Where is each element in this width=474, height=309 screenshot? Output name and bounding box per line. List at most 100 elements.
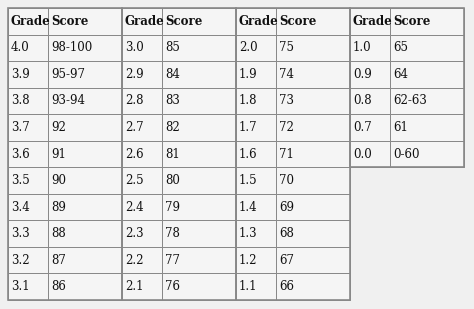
Bar	[350, 141, 390, 167]
Text: 61: 61	[393, 121, 408, 134]
Text: Grade: Grade	[125, 15, 165, 28]
Bar	[162, 220, 236, 247]
Text: 71: 71	[279, 147, 294, 160]
Text: 85: 85	[165, 41, 180, 54]
Text: 69: 69	[279, 201, 294, 214]
Text: 90: 90	[51, 174, 66, 187]
Text: 67: 67	[279, 254, 294, 267]
Text: 62-63: 62-63	[393, 95, 427, 108]
Bar	[122, 61, 162, 88]
Bar	[276, 273, 350, 300]
Text: Grade: Grade	[11, 15, 51, 28]
Bar	[122, 141, 162, 167]
Text: 3.0: 3.0	[125, 41, 144, 54]
Text: 4.0: 4.0	[11, 41, 30, 54]
Text: 0.8: 0.8	[353, 95, 372, 108]
Bar	[162, 35, 236, 61]
Text: 77: 77	[165, 254, 180, 267]
Text: 3.8: 3.8	[11, 95, 29, 108]
Bar	[350, 61, 390, 88]
Bar	[350, 8, 390, 35]
Bar	[122, 194, 162, 220]
Text: 91: 91	[51, 147, 66, 160]
Text: Score: Score	[393, 15, 430, 28]
Bar	[276, 88, 350, 114]
Text: 83: 83	[165, 95, 180, 108]
Bar	[122, 247, 162, 273]
Bar	[236, 114, 276, 141]
Bar	[276, 220, 350, 247]
Bar	[236, 35, 276, 61]
Bar	[48, 8, 122, 35]
Text: 3.9: 3.9	[11, 68, 30, 81]
Text: 2.0: 2.0	[239, 41, 258, 54]
Text: 3.6: 3.6	[11, 147, 30, 160]
Text: Grade: Grade	[353, 15, 393, 28]
Bar	[276, 167, 350, 194]
Text: 1.9: 1.9	[239, 68, 258, 81]
Text: 70: 70	[279, 174, 294, 187]
Bar	[8, 167, 48, 194]
Bar	[276, 8, 350, 35]
Bar	[8, 88, 48, 114]
Bar	[48, 167, 122, 194]
Text: 79: 79	[165, 201, 180, 214]
Bar	[276, 35, 350, 61]
Text: 0.0: 0.0	[353, 147, 372, 160]
Text: 65: 65	[393, 41, 408, 54]
Bar	[8, 141, 48, 167]
Bar	[162, 141, 236, 167]
Bar	[236, 61, 276, 88]
Bar	[276, 114, 350, 141]
Text: 64: 64	[393, 68, 408, 81]
Bar	[390, 114, 464, 141]
Text: 78: 78	[165, 227, 180, 240]
Text: Grade: Grade	[239, 15, 279, 28]
Bar	[236, 167, 276, 194]
Bar	[390, 88, 464, 114]
Bar	[390, 35, 464, 61]
Text: 73: 73	[279, 95, 294, 108]
Bar	[236, 273, 276, 300]
Bar	[48, 141, 122, 167]
Bar	[8, 8, 48, 35]
Text: Score: Score	[51, 15, 88, 28]
Text: 87: 87	[51, 254, 66, 267]
Bar	[48, 220, 122, 247]
Text: 86: 86	[51, 280, 66, 293]
Text: 68: 68	[279, 227, 294, 240]
Bar	[48, 61, 122, 88]
Bar	[236, 8, 350, 300]
Bar	[8, 273, 48, 300]
Text: 76: 76	[165, 280, 180, 293]
Text: 0-60: 0-60	[393, 147, 419, 160]
Text: Score: Score	[165, 15, 202, 28]
Bar	[276, 141, 350, 167]
Bar	[236, 194, 276, 220]
Bar	[350, 88, 390, 114]
Bar	[8, 114, 48, 141]
Bar	[162, 88, 236, 114]
Bar	[162, 247, 236, 273]
Bar	[390, 141, 464, 167]
Bar	[48, 194, 122, 220]
Text: 75: 75	[279, 41, 294, 54]
Text: 2.4: 2.4	[125, 201, 144, 214]
Bar	[162, 8, 236, 35]
Text: 2.8: 2.8	[125, 95, 144, 108]
Bar	[48, 35, 122, 61]
Bar	[8, 61, 48, 88]
Text: 88: 88	[51, 227, 66, 240]
Bar	[122, 220, 162, 247]
Bar	[122, 114, 162, 141]
Text: 3.4: 3.4	[11, 201, 30, 214]
Text: 1.0: 1.0	[353, 41, 372, 54]
Bar	[390, 61, 464, 88]
Text: 80: 80	[165, 174, 180, 187]
Bar	[276, 194, 350, 220]
Bar	[276, 61, 350, 88]
Bar	[122, 35, 162, 61]
Text: 3.3: 3.3	[11, 227, 30, 240]
Text: 3.7: 3.7	[11, 121, 30, 134]
Text: 74: 74	[279, 68, 294, 81]
